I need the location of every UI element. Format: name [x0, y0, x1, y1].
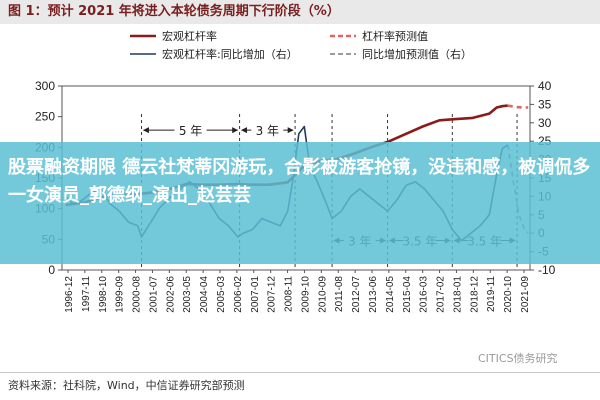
x-tick-label: 2003-05	[182, 276, 193, 313]
x-tick-label: 2006-02	[233, 276, 244, 313]
x-tick-label: 2001-07	[148, 276, 159, 313]
source-footer: 资料来源：社科院，Wind，中信证券研究部预测	[0, 372, 600, 400]
x-tick-label: 2008-11	[284, 276, 295, 312]
overlay-caption: 股票融资期限 德云社梵蒂冈游玩，合影被游客抢镜，没违和感，被调侃多一女演员_郭德…	[0, 142, 600, 264]
x-tick-label: 2009-10	[300, 276, 311, 313]
annotation-label: 5 年	[179, 124, 202, 138]
x-tick-label: 1997-11	[81, 276, 92, 312]
left-tick-label: 250	[35, 110, 55, 124]
figure-title: 图 1：预计 2021 年将进入本轮债务周期下行阶段（%）	[0, 0, 600, 24]
left-tick-label: 300	[35, 79, 55, 93]
left-tick-label: 0	[48, 263, 55, 277]
x-tick-label: 2015-04	[402, 276, 413, 313]
x-tick-label: 2018-12	[469, 276, 480, 313]
series-line-2	[507, 104, 529, 109]
legend-label: 杠杆率预测值	[362, 29, 428, 43]
x-tick-label: 2012-07	[351, 276, 362, 313]
x-tick-label: 2021-09	[520, 276, 531, 313]
legend-label: 宏观杠杆率:同比增加（右）	[162, 47, 298, 61]
legend-label: 宏观杠杆率	[162, 29, 217, 43]
right-tick-label: 40	[538, 79, 552, 93]
x-tick-label: 2011-08	[334, 276, 345, 312]
x-tick-label: 1996-12	[64, 276, 75, 313]
x-tick-label: 2002-06	[165, 276, 176, 313]
x-tick-label: 2005-03	[216, 276, 227, 313]
x-tick-label: 2014-05	[385, 276, 396, 313]
legend-label: 同比增加预测值（右）	[362, 47, 472, 61]
x-tick-label: 2007-01	[250, 276, 261, 313]
watermark: CITICS债务研究	[478, 352, 558, 365]
x-tick-label: 1998-10	[98, 276, 109, 313]
right-tick-label: 35	[538, 97, 552, 111]
x-tick-label: 1999-09	[115, 276, 126, 313]
x-tick-label: 2007-12	[267, 276, 278, 313]
right-tick-label: 30	[538, 116, 552, 130]
x-tick-label: 2017-02	[436, 276, 447, 313]
annotation-label: 3 年	[256, 124, 279, 138]
x-tick-label: 2004-04	[199, 276, 210, 313]
x-tick-label: 2010-09	[317, 276, 328, 313]
x-tick-label: 2020-10	[503, 276, 514, 313]
x-tick-label: 2016-03	[419, 276, 430, 313]
x-tick-label: 2013-06	[368, 276, 379, 313]
x-tick-label: 2018-01	[452, 276, 463, 313]
x-tick-label: 2019-11	[486, 276, 497, 312]
right-tick-label: -10	[538, 263, 556, 277]
annotation-label-bg	[174, 122, 207, 139]
x-tick-label: 2000-08	[132, 276, 143, 313]
annotation-label-bg	[251, 122, 284, 139]
